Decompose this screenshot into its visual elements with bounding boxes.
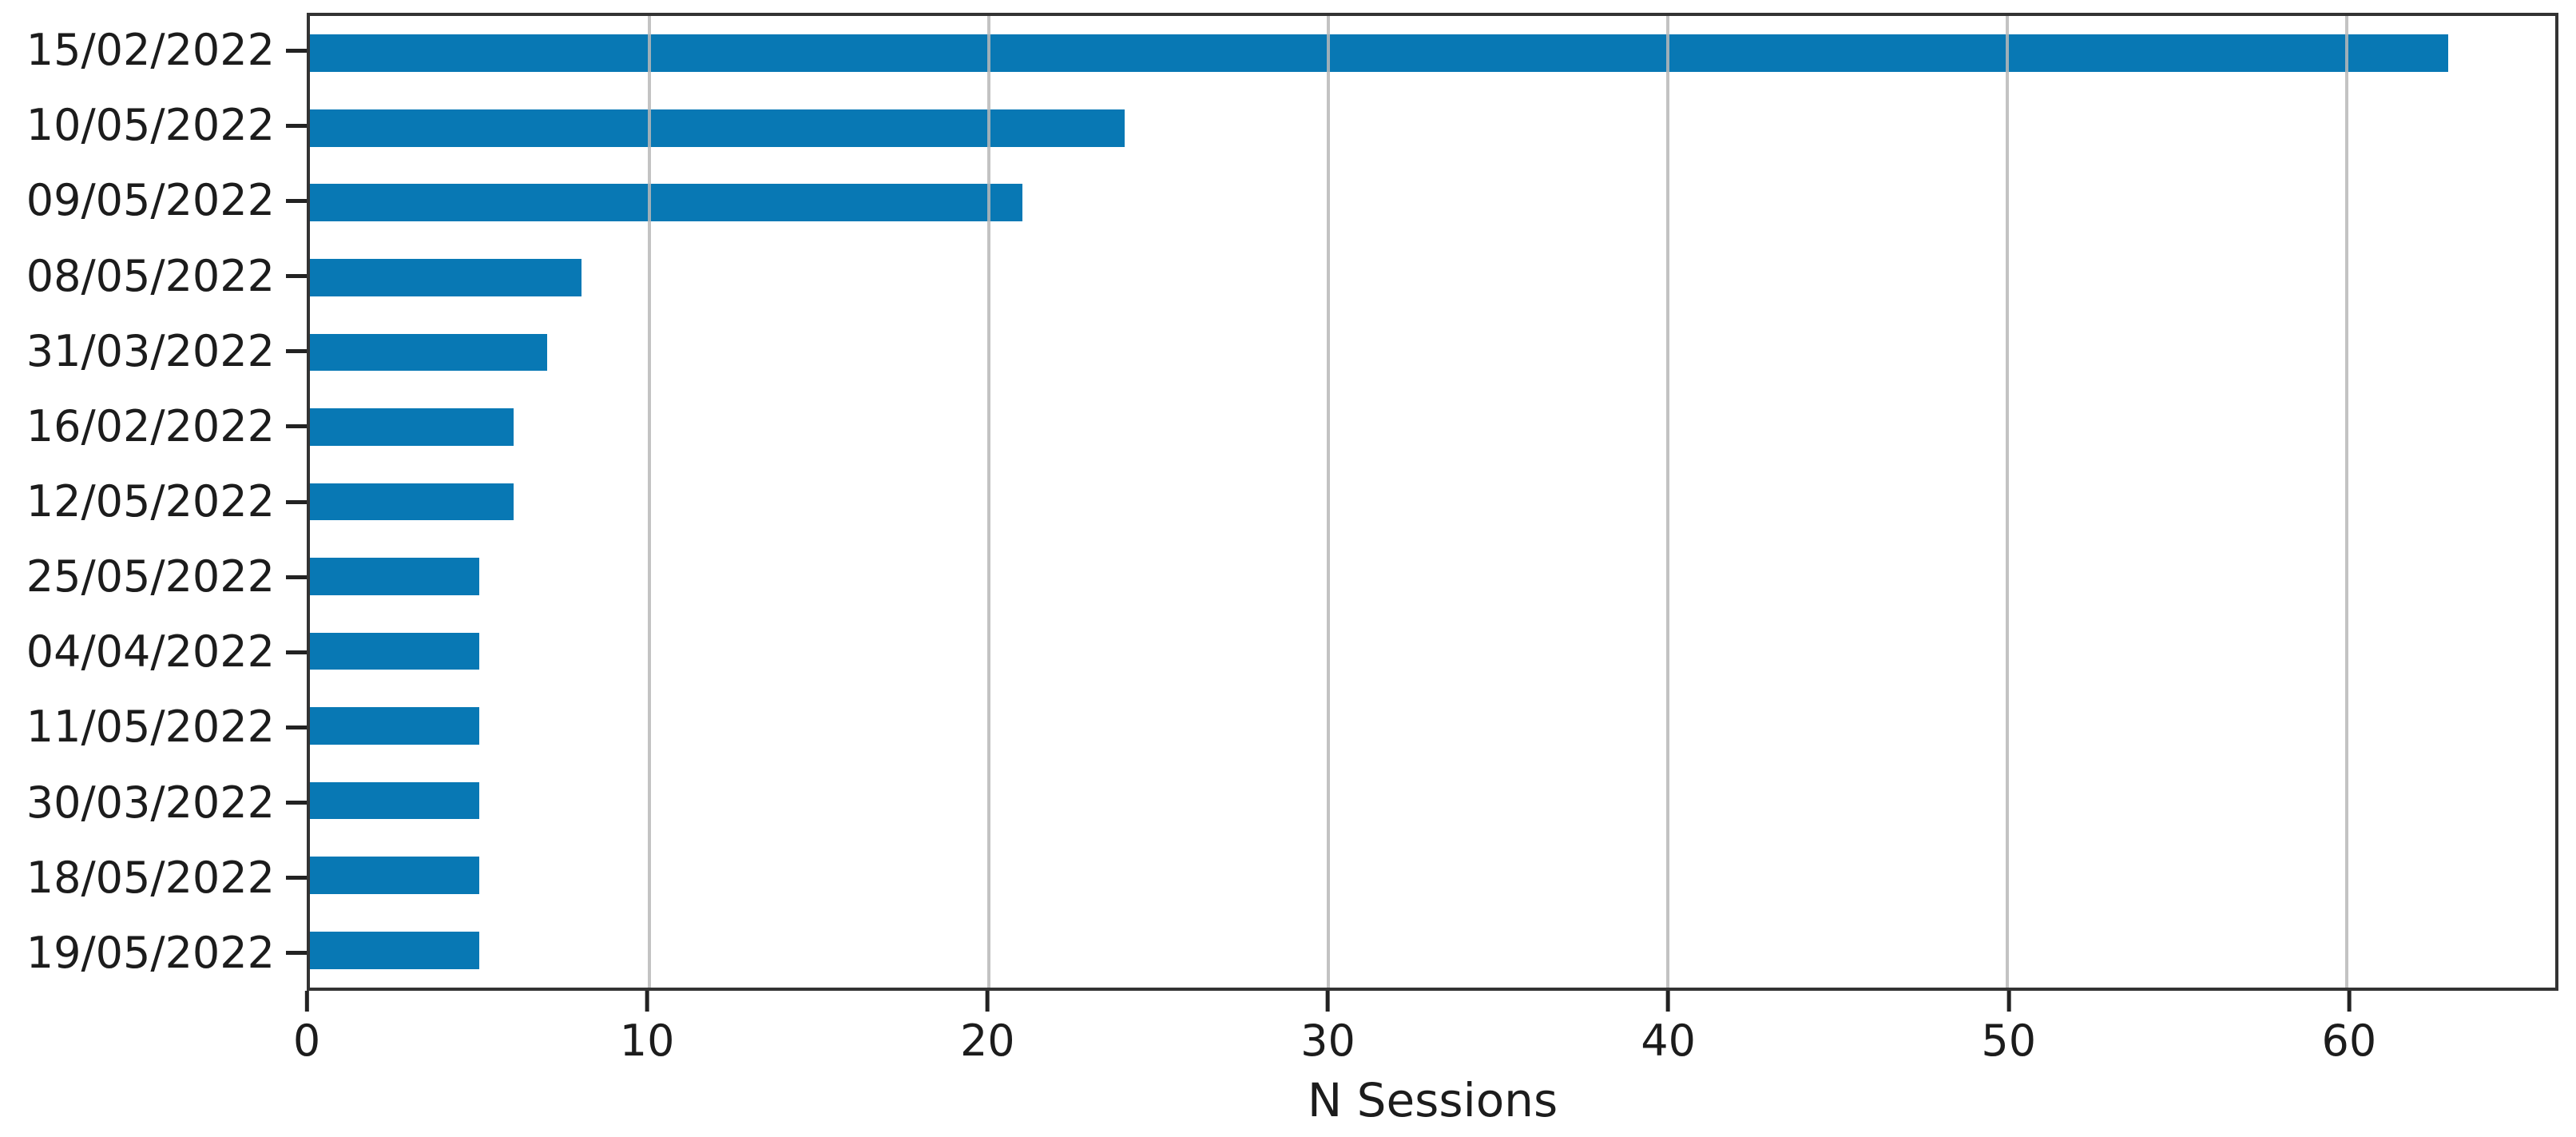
y-category-row: 25/05/2022 bbox=[0, 539, 307, 614]
y-axis-label: 19/05/2022 bbox=[26, 927, 275, 978]
x-tick-30: 30 bbox=[1300, 991, 1355, 1063]
x-tick-0: 0 bbox=[293, 991, 320, 1063]
x-tick-mark bbox=[1325, 991, 1330, 1012]
gridline-x-50 bbox=[2005, 16, 2009, 988]
bar-row bbox=[310, 689, 2555, 764]
y-axis-label: 25/05/2022 bbox=[26, 551, 275, 602]
x-tick-label: 60 bbox=[2321, 1016, 2377, 1066]
x-tick-label: 20 bbox=[959, 1016, 1015, 1066]
y-axis-label: 30/03/2022 bbox=[26, 777, 275, 828]
y-tick-mark bbox=[286, 349, 307, 354]
y-tick-mark bbox=[286, 499, 307, 504]
bar-11/05/2022 bbox=[310, 707, 480, 745]
bar-row bbox=[310, 390, 2555, 465]
x-axis: 0 10 20 30 40 50 60 bbox=[293, 991, 2558, 1087]
x-tick-60: 60 bbox=[2321, 991, 2377, 1066]
x-tick-label: 0 bbox=[292, 1016, 321, 1066]
gridline-x-30 bbox=[1326, 16, 1330, 988]
y-tick-mark bbox=[286, 725, 307, 730]
plot-area bbox=[307, 13, 2558, 991]
y-category-row: 10/05/2022 bbox=[0, 88, 307, 163]
bar-row bbox=[310, 763, 2555, 838]
bar-row bbox=[310, 838, 2555, 913]
x-axis-title: N Sessions bbox=[1307, 1073, 1558, 1127]
y-tick-mark bbox=[286, 424, 307, 429]
bar-row bbox=[310, 315, 2555, 390]
bar-row bbox=[310, 165, 2555, 241]
bar-series bbox=[310, 16, 2555, 988]
y-axis-label: 10/05/2022 bbox=[26, 100, 275, 151]
x-tick-mark bbox=[645, 991, 649, 1012]
y-tick-mark bbox=[286, 198, 307, 203]
y-tick-mark bbox=[286, 48, 307, 53]
y-category-row: 16/02/2022 bbox=[0, 389, 307, 464]
bar-row bbox=[310, 91, 2555, 166]
y-axis-label: 12/05/2022 bbox=[26, 476, 275, 527]
gridline-x-20 bbox=[986, 16, 990, 988]
y-category-row: 15/02/2022 bbox=[0, 13, 307, 88]
bar-row bbox=[310, 614, 2555, 689]
bar-25/05/2022 bbox=[310, 558, 480, 595]
bar-16/02/2022 bbox=[310, 408, 514, 446]
x-tick-mark bbox=[1666, 991, 1671, 1012]
bar-row bbox=[310, 912, 2555, 988]
y-axis-label: 08/05/2022 bbox=[26, 250, 275, 301]
y-category-row: 31/03/2022 bbox=[0, 314, 307, 389]
bar-09/05/2022 bbox=[310, 184, 1023, 222]
bar-row bbox=[310, 464, 2555, 539]
y-axis-label: 16/02/2022 bbox=[26, 400, 275, 451]
bar-15/02/2022 bbox=[310, 34, 2449, 73]
gridline-x-60 bbox=[2344, 16, 2348, 988]
y-axis-label: 09/05/2022 bbox=[26, 175, 275, 226]
bar-row bbox=[310, 539, 2555, 614]
y-axis-label: 15/02/2022 bbox=[26, 25, 275, 76]
y-tick-mark bbox=[286, 801, 307, 805]
gridline-x-40 bbox=[1665, 16, 1669, 988]
bar-18/05/2022 bbox=[310, 857, 480, 894]
y-tick-mark bbox=[286, 876, 307, 881]
y-category-row: 11/05/2022 bbox=[0, 690, 307, 765]
y-category-row: 09/05/2022 bbox=[0, 163, 307, 238]
bar-04/04/2022 bbox=[310, 632, 480, 670]
x-tick-20: 20 bbox=[960, 991, 1015, 1063]
y-category-row: 30/03/2022 bbox=[0, 765, 307, 841]
y-axis-label: 04/04/2022 bbox=[26, 626, 275, 678]
y-category-row: 04/04/2022 bbox=[0, 614, 307, 690]
x-tick-mark bbox=[304, 991, 309, 1012]
bar-08/05/2022 bbox=[310, 258, 581, 296]
y-axis: 15/02/2022 10/05/2022 09/05/2022 08/05/2022… bbox=[0, 13, 307, 991]
y-category-row: 08/05/2022 bbox=[0, 238, 307, 313]
gridline-x-10 bbox=[647, 16, 651, 988]
x-tick-mark bbox=[2006, 991, 2011, 1012]
y-axis-label: 31/03/2022 bbox=[26, 325, 275, 376]
x-tick-label: 50 bbox=[1981, 1016, 2037, 1066]
bar-19/05/2022 bbox=[310, 931, 480, 969]
x-tick-mark bbox=[985, 991, 990, 1012]
y-tick-mark bbox=[286, 574, 307, 579]
y-tick-mark bbox=[286, 123, 307, 128]
y-axis-label: 11/05/2022 bbox=[26, 702, 275, 753]
y-tick-mark bbox=[286, 650, 307, 654]
y-category-row: 18/05/2022 bbox=[0, 841, 307, 916]
x-tick-label: 30 bbox=[1300, 1016, 1355, 1066]
y-axis-label: 18/05/2022 bbox=[26, 852, 275, 903]
x-tick-label: 10 bbox=[619, 1016, 675, 1066]
bar-10/05/2022 bbox=[310, 109, 1125, 147]
x-tick-mark bbox=[2347, 991, 2352, 1012]
bar-row bbox=[310, 241, 2555, 316]
y-tick-mark bbox=[286, 951, 307, 956]
y-category-row: 19/05/2022 bbox=[0, 916, 307, 991]
bar-31/03/2022 bbox=[310, 333, 548, 372]
x-tick-label: 40 bbox=[1641, 1016, 1696, 1066]
x-tick-50: 50 bbox=[1981, 991, 2036, 1063]
bar-12/05/2022 bbox=[310, 483, 514, 521]
x-tick-10: 10 bbox=[620, 991, 675, 1063]
bar-30/03/2022 bbox=[310, 781, 480, 820]
y-category-row: 12/05/2022 bbox=[0, 464, 307, 539]
bar-row bbox=[310, 16, 2555, 91]
y-tick-mark bbox=[286, 274, 307, 279]
x-tick-40: 40 bbox=[1641, 991, 1696, 1063]
